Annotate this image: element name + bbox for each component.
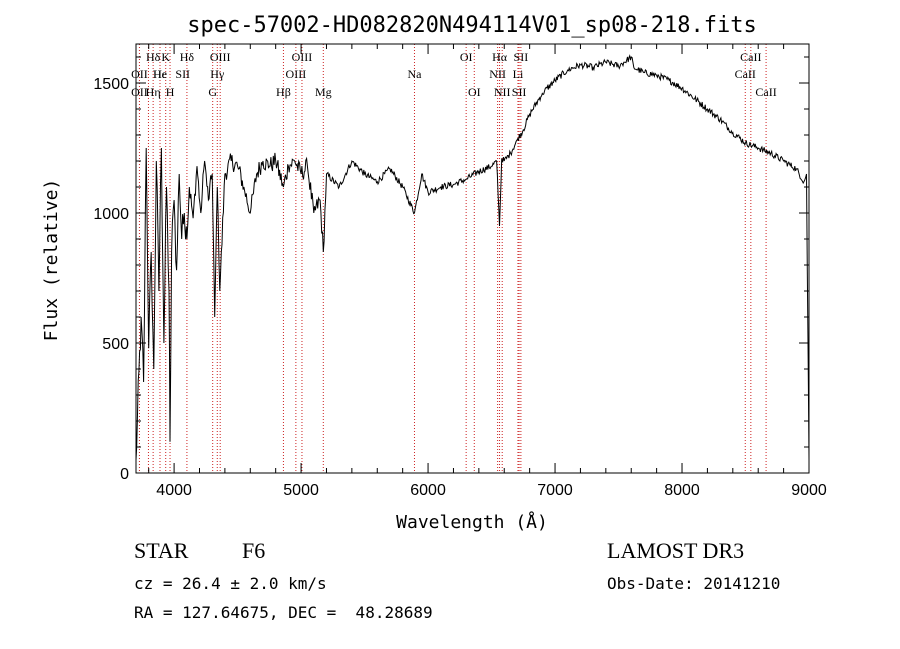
line-label-15: OIII xyxy=(286,67,307,81)
line-label-4: Hη xyxy=(146,85,161,99)
y-tick-label: 0 xyxy=(120,466,129,483)
line-label-28: CaII xyxy=(755,85,776,99)
line-label-25: SII xyxy=(512,85,527,99)
line-label-21: SII xyxy=(514,50,529,64)
spectral-subclass: F6 xyxy=(242,538,266,563)
line-label-7: SII xyxy=(175,67,190,81)
y-tick-label: 500 xyxy=(102,336,129,353)
line-label-0: Hδ xyxy=(146,50,161,64)
redshift-readout: cz = 26.4 ± 2.0 km/s xyxy=(134,574,327,593)
x-tick-label: 8000 xyxy=(664,482,700,499)
line-label-5: K xyxy=(161,50,170,64)
line-label-19: OI xyxy=(468,85,481,99)
coordinates-readout: RA = 127.64675, DEC = 48.28689 xyxy=(134,603,433,622)
obs-date-readout: Obs-Date: 20141210 xyxy=(607,574,781,593)
y-axis-ticks: 0 500 1000 1500 xyxy=(93,56,809,483)
x-axis-ticks: 4000 5000 6000 7000 8000 9000 xyxy=(148,44,827,499)
line-label-22: NII xyxy=(489,67,506,81)
line-label-26: CaII xyxy=(740,50,761,64)
line-label-14: OIII xyxy=(292,50,313,64)
line-label-17: Na xyxy=(407,67,422,81)
y-tick-label: 1500 xyxy=(93,76,129,93)
spectrum-line xyxy=(135,54,810,461)
chart-title: spec-57002-HD082820N494114V01_sp08-218.f… xyxy=(187,13,757,38)
line-label-3: Hε xyxy=(153,67,167,81)
reference-lines xyxy=(138,44,767,473)
line-label-9: Hδ xyxy=(180,50,195,64)
object-class: STAR xyxy=(134,538,189,563)
x-tick-label: 6000 xyxy=(410,482,446,499)
line-label-13: Hβ xyxy=(276,85,291,99)
line-label-18: OI xyxy=(460,50,473,64)
line-label-12: G xyxy=(208,85,217,99)
y-axis-label: Flux (relative) xyxy=(41,179,62,342)
line-label-6: He xyxy=(153,67,167,81)
x-tick-label: 7000 xyxy=(537,482,573,499)
line-label-8: H xyxy=(166,85,175,99)
x-tick-label: 4000 xyxy=(156,482,192,499)
x-axis-label: Wavelength (Å) xyxy=(396,511,548,533)
survey-label: LAMOST DR3 xyxy=(607,538,745,563)
line-label-16: Mg xyxy=(315,85,332,99)
line-label-23: Li xyxy=(513,67,524,81)
line-label-24: NII xyxy=(494,85,511,99)
x-tick-label: 5000 xyxy=(283,482,319,499)
line-label-10: OIII xyxy=(210,50,231,64)
line-label-20: Hα xyxy=(492,50,508,64)
plot-frame xyxy=(135,43,810,474)
line-label-27: CaII xyxy=(735,67,756,81)
y-tick-label: 1000 xyxy=(93,206,129,223)
line-label-11: Hγ xyxy=(210,67,225,81)
line-label-2: OII xyxy=(131,85,148,99)
line-label-1: OII xyxy=(131,67,148,81)
x-tick-label: 9000 xyxy=(791,482,827,499)
